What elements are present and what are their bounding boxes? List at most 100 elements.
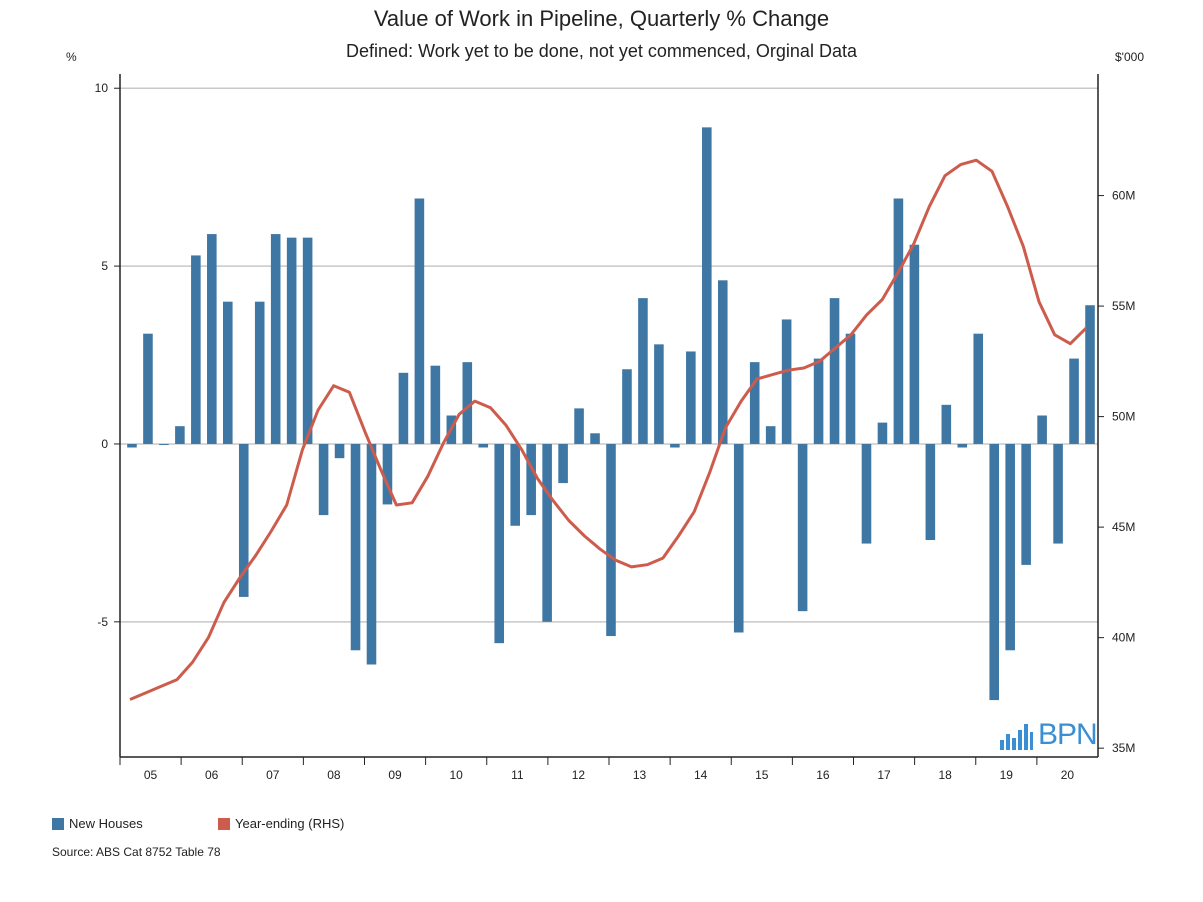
bar (159, 443, 169, 445)
bar (222, 301, 233, 444)
bar (1053, 443, 1063, 544)
bar (749, 362, 760, 444)
bar (909, 244, 920, 444)
x-tick-label: 12 (572, 768, 586, 782)
x-tick-label: 11 (511, 768, 524, 782)
line-series-year-ending (129, 158, 1088, 701)
x-tick-label: 10 (450, 768, 464, 782)
chart-title: Value of Work in Pipeline, Quarterly % C… (373, 6, 830, 31)
left-tick-label: -5 (97, 615, 108, 629)
bar (717, 280, 728, 444)
bar (414, 198, 425, 444)
bar (861, 443, 872, 544)
bar (845, 333, 856, 444)
bar (925, 443, 936, 541)
bar (207, 234, 217, 444)
right-axis-unit: $'000 (1115, 50, 1144, 64)
bar (254, 301, 265, 444)
bar (334, 443, 345, 459)
bar (350, 443, 361, 651)
x-tick-label: 19 (1000, 768, 1014, 782)
bpn-logo-icon (1000, 724, 1033, 750)
bar (654, 344, 664, 444)
bar (957, 443, 968, 448)
legend-item-new-houses: New Houses (52, 816, 143, 831)
bar (1085, 305, 1095, 444)
x-tick-label: 14 (694, 768, 708, 782)
bar (478, 443, 489, 448)
left-tick-label: 0 (101, 437, 108, 451)
bar (1005, 443, 1015, 651)
bar (638, 298, 648, 444)
x-tick-label: 15 (755, 768, 769, 782)
bar (398, 372, 409, 444)
bar (143, 333, 153, 444)
bar (366, 443, 377, 665)
bar (462, 362, 473, 444)
bar (973, 333, 984, 444)
bar (1037, 415, 1047, 444)
x-tick-label: 05 (144, 768, 158, 782)
legend-item-year-ending: Year-ending (RHS) (218, 816, 344, 831)
bar (1021, 443, 1031, 565)
x-tick-label: 07 (266, 768, 280, 782)
bar (574, 408, 584, 444)
x-tick-label: 06 (205, 768, 219, 782)
year-ending-line (129, 158, 1088, 701)
right-tick-label: 60M (1112, 189, 1135, 203)
bar (702, 127, 712, 444)
left-tick-label: 5 (101, 259, 108, 273)
left-axis-unit: % (66, 50, 77, 64)
bar (191, 255, 201, 444)
bar (270, 234, 281, 444)
chart-subtitle: Defined: Work yet to be done, not yet co… (346, 41, 857, 61)
x-tick-label: 09 (388, 768, 402, 782)
bar (813, 358, 824, 444)
bpn-logo: BPN (998, 718, 1098, 752)
bar (797, 443, 808, 612)
bar (286, 237, 297, 444)
right-tick-label: 45M (1112, 520, 1135, 534)
left-tick-label: 10 (95, 81, 109, 95)
legend-swatch-year-ending (218, 817, 230, 830)
bar (670, 443, 680, 448)
bar (510, 443, 520, 526)
bar (238, 443, 249, 597)
bar (893, 198, 904, 444)
source-note: Source: ABS Cat 8752 Table 78 (52, 845, 221, 859)
x-tick-label: 13 (633, 768, 647, 782)
right-tick-label: 35M (1112, 741, 1135, 755)
bar (175, 426, 185, 444)
x-tick-label: 17 (877, 768, 891, 782)
legend-label-new-houses: New Houses (69, 816, 143, 831)
bar-series-new-houses (127, 127, 1095, 701)
legend-label-year-ending: Year-ending (RHS) (235, 816, 345, 831)
x-tick-label: 16 (816, 768, 830, 782)
bar (877, 422, 888, 444)
bar (765, 426, 776, 444)
bar (622, 369, 632, 444)
bar (494, 443, 505, 644)
x-tick-label: 18 (939, 768, 953, 782)
bar (558, 443, 568, 484)
bar (318, 443, 329, 516)
x-tick-label: 08 (327, 768, 341, 782)
bar (733, 443, 744, 633)
bar (941, 404, 952, 444)
bar (542, 443, 552, 622)
bpn-logo-text: BPN (1038, 718, 1098, 751)
bar (686, 351, 696, 444)
right-tick-label: 50M (1112, 410, 1135, 424)
bar (302, 237, 313, 444)
bar (829, 298, 840, 444)
bar (430, 365, 441, 444)
right-tick-label: 55M (1112, 299, 1135, 313)
legend-swatch-new-houses (52, 817, 64, 830)
x-tick-label: 20 (1061, 768, 1075, 782)
bar (382, 443, 393, 505)
bar (590, 433, 600, 444)
bar (989, 443, 1000, 701)
bar (127, 443, 137, 448)
